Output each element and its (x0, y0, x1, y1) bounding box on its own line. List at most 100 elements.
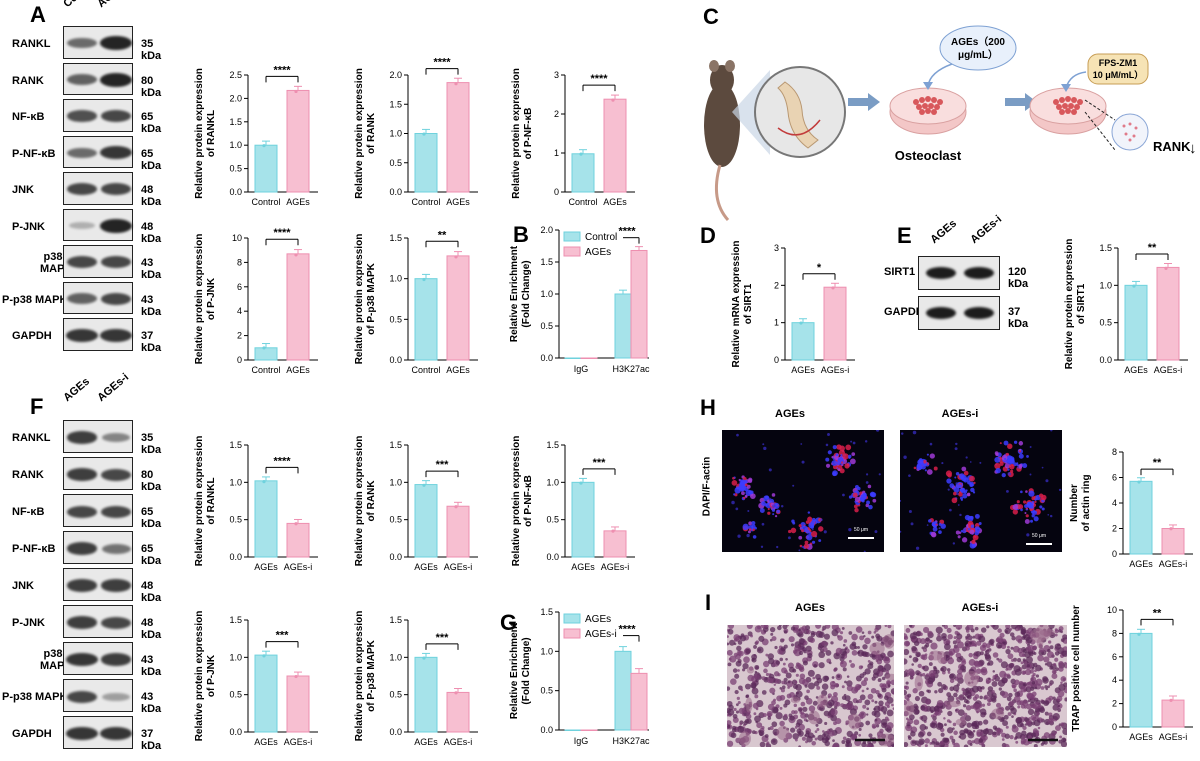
trap-cell (761, 676, 766, 681)
data-point (422, 656, 426, 660)
cell-speck (938, 527, 941, 530)
x-tick-label: AGEs-i (284, 562, 313, 572)
y-axis-label: Relative protein expressionof RANK (354, 68, 377, 199)
trap-cell (759, 741, 766, 747)
trap-cell (1054, 657, 1059, 662)
y-tick-label: 2.5 (229, 70, 242, 80)
cell-speck (735, 507, 739, 511)
trap-cell (750, 634, 753, 638)
trap-cell (770, 738, 778, 745)
trap-cell (811, 740, 817, 746)
blot-strip (63, 457, 133, 490)
bar (446, 505, 470, 558)
trap-cell (972, 642, 976, 647)
trap-cell (733, 707, 737, 712)
trap-cell (727, 724, 731, 728)
trap-cell (1055, 667, 1059, 672)
e-row-name: SIRT1 (884, 266, 916, 278)
cell-blob (1020, 490, 1023, 494)
e-row-kda: 120 kDa (1008, 266, 1029, 290)
cell-speck (747, 509, 750, 512)
data-point (611, 98, 615, 102)
trap-cell (872, 725, 876, 729)
y-tick-label: 8 (237, 257, 242, 267)
cell-speck (737, 534, 741, 538)
cell-speck (1049, 514, 1053, 518)
cell-blob (974, 513, 980, 519)
cell-blob (772, 513, 775, 516)
trap-cell (1047, 685, 1050, 689)
trap-cell (1024, 668, 1032, 676)
trap-cell (929, 639, 933, 643)
trap-cell (981, 686, 985, 690)
y-axis-label: Relative protein expressionof P-NF-κB (511, 68, 534, 199)
cell-speck (1045, 479, 1049, 483)
trap-cell (939, 740, 944, 746)
trap-cell (799, 673, 806, 679)
y-tick-label: 4 (237, 306, 242, 316)
trap-cell (1044, 685, 1048, 689)
trap-cell (798, 637, 805, 645)
y-tick-label: 1.0 (546, 477, 559, 487)
x-tick-label: AGEs-i (1159, 559, 1188, 569)
trap-cell (1047, 717, 1054, 724)
chart-e-sirt1-protein: Relative protein expressionof SIRT1 0.0 0.… (1064, 239, 1188, 375)
trap-cell (814, 737, 818, 741)
trap-cell (794, 680, 798, 684)
data-point (294, 89, 298, 94)
trap-cell (864, 668, 871, 675)
trap-cell (844, 680, 847, 684)
trap-cell (981, 742, 985, 746)
cell-blob (840, 454, 843, 457)
cell-speck (941, 462, 944, 465)
trap-cell (833, 743, 840, 747)
blot-row-kda: 35 kDa (141, 432, 162, 456)
data-point (454, 691, 458, 695)
x-tick-label: H3K27ac (612, 364, 650, 374)
trap-cell (754, 664, 760, 670)
trap-cell (798, 666, 803, 671)
blot-row-kda: 65 kDa (141, 147, 162, 172)
y-tick-label: 0.5 (546, 515, 559, 525)
trap-cell (761, 690, 767, 695)
cell-blob (965, 489, 968, 492)
trap-cell (779, 694, 786, 701)
trap-cell (892, 691, 894, 695)
trap-cell (830, 641, 834, 645)
trap-cell (974, 704, 979, 710)
trap-cell (779, 687, 783, 690)
trap-cell (850, 663, 856, 668)
trap-cell (986, 728, 994, 736)
trap-cell (962, 692, 966, 696)
y-tick-label: 2 (1112, 524, 1117, 534)
trap-cell (1022, 725, 1027, 730)
trap-cell (862, 740, 867, 745)
cell-speck (852, 441, 856, 445)
x-tick-label: AGEs-i (444, 562, 473, 572)
trap-cell (831, 629, 839, 637)
trap-cell (1060, 741, 1067, 747)
legend-label: Control (585, 232, 617, 243)
trap-cell (985, 643, 991, 649)
cell-speck (792, 484, 795, 487)
trap-cell (843, 693, 847, 697)
panel-label-b: B (513, 222, 529, 247)
trap-cell (992, 731, 997, 736)
trap-cell (858, 733, 862, 737)
cell-blob (748, 490, 753, 495)
trap-cell (833, 667, 838, 672)
trap-blob (928, 650, 943, 661)
trap-cell (1009, 735, 1014, 740)
trap-cell (779, 706, 783, 710)
x-tick-label: Control (251, 365, 280, 375)
trap-cell (1020, 738, 1027, 744)
cell-blob (1039, 505, 1043, 509)
trap-cell (787, 686, 790, 689)
trap-cell (1022, 634, 1027, 639)
cell-zoom-circle (1111, 113, 1149, 151)
trap-cell (843, 639, 848, 643)
trap-cell (1007, 645, 1010, 649)
trap-cell (818, 651, 826, 659)
cell-blob (917, 459, 924, 466)
y-tick-label: 2 (554, 109, 559, 119)
